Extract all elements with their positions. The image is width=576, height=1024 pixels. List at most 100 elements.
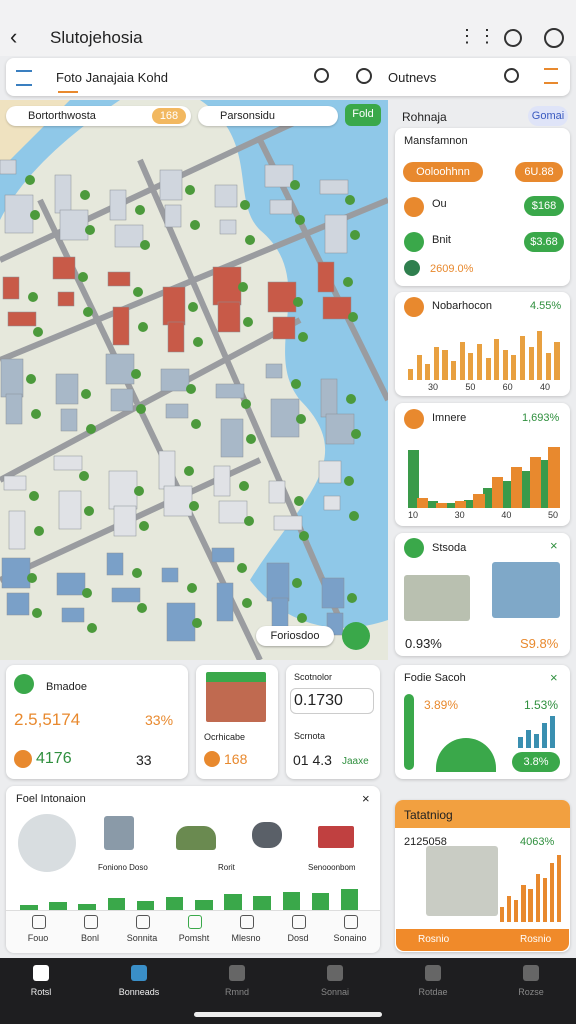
tree <box>133 287 143 297</box>
message-icon[interactable] <box>356 68 372 84</box>
tab-label[interactable]: Dosd <box>287 933 309 943</box>
bar <box>282 891 300 910</box>
building <box>217 301 241 333</box>
building <box>53 455 83 471</box>
nav-label[interactable]: Rozse <box>518 987 544 997</box>
stock-title: Stsoda <box>432 542 467 554</box>
nav-icon[interactable] <box>229 965 245 981</box>
tree <box>296 414 306 424</box>
map-chip-button[interactable]: Fold <box>345 104 381 126</box>
building <box>2 276 20 300</box>
tab-icon[interactable] <box>344 915 358 929</box>
settings-button[interactable] <box>544 28 564 48</box>
map-footer-chip[interactable]: Foriosdoo <box>256 626 334 646</box>
chat-button[interactable] <box>504 29 522 47</box>
map-chip[interactable]: Parsonsidu <box>198 106 338 126</box>
city-map[interactable] <box>0 100 388 660</box>
menu-button[interactable]: ⋮⋮ <box>458 26 498 46</box>
close-button[interactable]: × <box>550 670 558 685</box>
tab-label[interactable]: Sonnita <box>126 933 158 943</box>
bar <box>451 360 457 380</box>
building <box>113 505 137 537</box>
tree <box>79 471 89 481</box>
building <box>213 465 231 497</box>
fodie-badge: 3.8% <box>512 752 560 772</box>
tab-label[interactable]: Sonaino <box>333 933 367 943</box>
tree <box>297 613 307 623</box>
x-tick-label: 60 <box>502 382 513 392</box>
nav-label[interactable]: Rotsl <box>30 987 52 997</box>
building <box>158 450 176 490</box>
tab-icon[interactable] <box>240 915 254 929</box>
building <box>220 418 244 458</box>
locate-button[interactable] <box>342 622 370 650</box>
nav-icon[interactable] <box>425 965 441 981</box>
search-bar[interactable] <box>6 58 570 96</box>
location-icon[interactable] <box>504 68 519 83</box>
building <box>268 480 286 504</box>
nav-icon[interactable] <box>523 965 539 981</box>
tree <box>87 623 97 633</box>
tree <box>344 476 354 486</box>
close-button[interactable]: × <box>362 791 370 806</box>
summary-pill[interactable]: Ooloohhnn <box>403 162 483 182</box>
building <box>8 510 26 550</box>
tree <box>343 277 353 287</box>
promo-button[interactable]: Rosnio <box>520 934 552 945</box>
building <box>325 413 355 445</box>
search-icon[interactable] <box>314 68 329 83</box>
close-button[interactable]: × <box>550 538 558 553</box>
tab-icon[interactable] <box>32 915 46 929</box>
tab-icon[interactable] <box>136 915 150 929</box>
building <box>105 353 135 385</box>
building <box>266 562 290 602</box>
tree <box>346 394 356 404</box>
filter-icon[interactable] <box>544 68 558 84</box>
tree <box>188 302 198 312</box>
home-indicator <box>194 1012 382 1017</box>
tree <box>138 322 148 332</box>
tab-icon[interactable] <box>292 915 306 929</box>
tab-label[interactable]: Fouo <box>27 933 49 943</box>
bar <box>518 737 523 748</box>
building <box>1 557 31 589</box>
bar <box>417 497 429 508</box>
nav-label[interactable]: Rotdae <box>418 987 448 997</box>
chart-value: 4.55% <box>530 300 562 312</box>
tab-label[interactable]: Bonl <box>80 933 99 943</box>
tree <box>241 399 251 409</box>
stat-title: Bmadoe <box>46 681 87 693</box>
nav-label[interactable]: Rmnd <box>224 987 249 997</box>
tree <box>81 389 91 399</box>
nav-label[interactable]: Sonnai <box>320 987 350 997</box>
building <box>163 485 193 517</box>
map-chip[interactable]: Bortorthwosta <box>6 106 191 126</box>
side-badge[interactable]: Gomai <box>528 106 568 126</box>
search-secondary[interactable]: Outnevs <box>388 70 437 85</box>
search-query[interactable]: Foto Janajaia Kohd <box>56 70 169 85</box>
nav-icon[interactable] <box>327 965 343 981</box>
tab-icon[interactable] <box>188 915 202 929</box>
tab-icon[interactable] <box>84 915 98 929</box>
nav-icon[interactable] <box>131 965 147 981</box>
stat-value: 0.1730 <box>294 692 343 709</box>
summary-pill-value[interactable]: 6U.88 <box>515 162 563 182</box>
bar <box>507 896 512 922</box>
nav-label[interactable]: Bonneads <box>118 987 160 997</box>
tree <box>30 210 40 220</box>
nav-icon[interactable] <box>33 965 49 981</box>
tree <box>348 312 358 322</box>
building <box>319 179 349 195</box>
building <box>59 209 89 241</box>
tree <box>345 195 355 205</box>
tab-label[interactable]: Pomsht <box>178 933 210 943</box>
promo-button[interactable]: Rosnio <box>418 934 450 945</box>
tab-label[interactable]: Mlesno <box>231 933 261 943</box>
icon-graphic <box>104 816 134 850</box>
tree <box>132 568 142 578</box>
chart-value: 1,693% <box>522 412 560 424</box>
back-button[interactable]: ‹ <box>10 24 18 49</box>
menu-icon[interactable] <box>16 70 32 86</box>
building-image <box>404 575 470 621</box>
building <box>264 164 294 188</box>
